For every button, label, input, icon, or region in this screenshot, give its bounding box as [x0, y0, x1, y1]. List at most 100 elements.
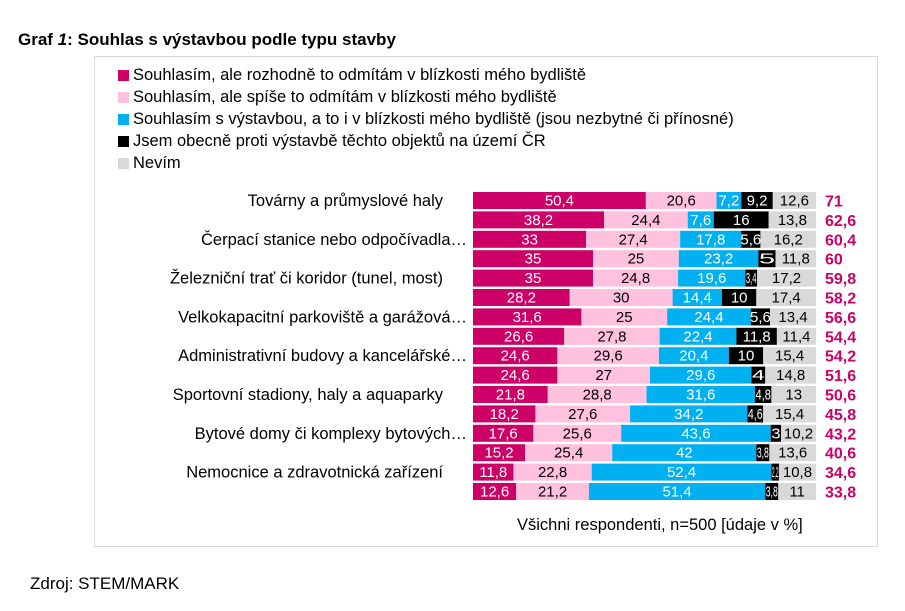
bar-segment [722, 289, 757, 306]
bar-segment [745, 269, 757, 287]
data-label: 12,6 [480, 484, 509, 501]
bar-segment [769, 444, 816, 462]
total-label: 60 [825, 252, 843, 269]
chart-title-text: : Souhlas s výstavbou podle typu stavby [67, 30, 396, 49]
legend-label: Jsem obecně proti výstavbě těchto objekt… [133, 132, 546, 150]
data-label: 25 [616, 309, 633, 326]
data-label: 31,6 [513, 309, 542, 326]
data-label: 11 [789, 484, 805, 501]
legend-item: Nevím [118, 152, 734, 174]
bar-segment [736, 327, 777, 345]
data-label: 22,4 [683, 328, 712, 345]
category-label: Továrny a průmyslové haly [248, 192, 444, 210]
bar-segment [473, 444, 526, 462]
bar-segment [630, 405, 748, 423]
total-label: 71 [825, 194, 843, 211]
bar-segment [516, 483, 589, 500]
category-label: Čerpací stanice nebo odpočívadla… [201, 230, 467, 249]
bar-segment [758, 250, 776, 268]
data-label: 27 [595, 367, 612, 384]
data-label: 26,6 [504, 328, 533, 345]
data-label: 19,6 [697, 270, 726, 287]
legend-swatch [118, 135, 129, 147]
data-label: 10 [738, 348, 755, 365]
legend-swatch [118, 157, 129, 169]
legend-label: Souhlasím, ale rozhodně to odmítám v blí… [133, 66, 587, 84]
category-label: Nemocnice a zdravotnická zařízení [186, 464, 443, 482]
total-label: 56,6 [825, 310, 856, 327]
bar-segment [678, 250, 759, 268]
bar-segment [756, 289, 816, 306]
bar-segment [621, 424, 771, 442]
bar-segment [473, 211, 605, 229]
bar-segment [473, 386, 548, 403]
bar-segment [778, 463, 816, 481]
bar-segment [756, 444, 770, 462]
data-label: 15,2 [484, 445, 513, 462]
data-label: 24,4 [694, 309, 723, 326]
data-label: 13 [785, 387, 802, 404]
category-label: Velkokapacitní parkoviště a garážová… [178, 308, 467, 326]
bar-segment [659, 327, 737, 345]
bar-segment [765, 366, 816, 384]
category-label: Bytové domy či komplexy bytových… [195, 425, 467, 443]
bar-segment [473, 347, 558, 365]
data-label: 25,4 [554, 445, 583, 462]
data-label: 34,2 [674, 406, 703, 423]
data-label: 27,6 [568, 406, 597, 423]
data-label: 14,4 [683, 290, 712, 307]
data-label: 10,8 [783, 464, 812, 481]
data-label: 28,2 [507, 290, 536, 307]
legend-swatch [118, 113, 129, 125]
chart-title-prefix: Graf [18, 30, 58, 49]
bar-segment [645, 192, 717, 209]
data-label: 16 [733, 212, 750, 229]
total-label: 60,4 [825, 232, 856, 249]
bar-segment [672, 289, 723, 306]
bar-segment [658, 347, 729, 365]
bar-segment [667, 308, 751, 326]
data-label: 5,6 [750, 309, 771, 326]
data-label: 3 [771, 425, 780, 442]
legend-label: Nevím [133, 154, 181, 172]
bar-segment [581, 308, 668, 326]
data-label: 13,8 [778, 212, 807, 229]
data-label: 35 [525, 251, 542, 268]
bar-segment [750, 308, 771, 326]
total-label: 33,8 [825, 485, 856, 502]
bar-segment [687, 211, 714, 229]
chart-legend: Souhlasím, ale rozhodně to odmítám v blí… [118, 64, 734, 174]
total-label: 54,2 [825, 349, 856, 366]
total-label: 43,2 [825, 426, 856, 443]
bar-segment [741, 230, 761, 248]
data-label: 9,2 [747, 193, 768, 210]
bar-segment [473, 308, 582, 326]
bar-segment [473, 269, 594, 287]
legend-swatch [118, 91, 129, 103]
bar-segment [760, 230, 816, 248]
chart-title: Graf 1: Souhlas s výstavbou podle typu s… [18, 30, 396, 50]
bar-segment [741, 192, 773, 209]
bar-segment [604, 211, 688, 229]
chart-footnote: Všichni respondenti, n=500 [údaje v %] [517, 516, 803, 534]
data-label: 38,2 [524, 212, 553, 229]
bar-segment [473, 366, 558, 384]
data-label: 25 [628, 251, 645, 268]
bar-segment [781, 424, 816, 442]
bar-segment [770, 308, 816, 326]
bar-segment [776, 327, 816, 345]
bar-segment [547, 386, 647, 403]
bar-segment [535, 405, 631, 423]
data-label: 17,4 [772, 290, 801, 307]
data-label: 24,8 [621, 270, 650, 287]
bar-segment [757, 269, 816, 287]
data-label: 35 [525, 270, 542, 287]
bar-segment [770, 424, 782, 442]
data-label: 22,8 [538, 464, 567, 481]
bar-segment [473, 463, 514, 481]
bar-segment [646, 386, 755, 403]
data-label: 29,6 [594, 348, 623, 365]
bar-segment [612, 444, 757, 462]
legend-item: Jsem obecně proti výstavbě těchto objekt… [118, 130, 734, 152]
